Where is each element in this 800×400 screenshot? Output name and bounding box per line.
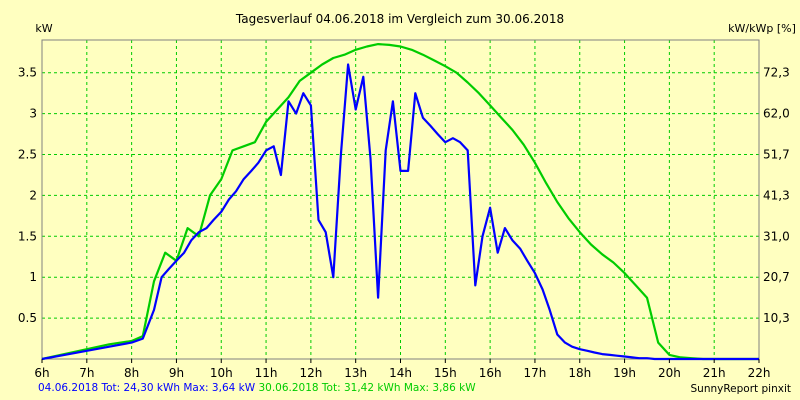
x-tick-label: 19h (613, 366, 636, 380)
legend: 04.06.2018 Tot: 24,30 kWh Max: 3,64 kW 3… (38, 381, 476, 395)
x-tick-label: 14h (389, 366, 412, 380)
x-tick-label: 15h (434, 366, 457, 380)
y-tick-label: 1 (29, 270, 37, 284)
y-axis-left-ticks: 0.5 1 1.5 2 2.5 3 3.5 (18, 66, 37, 325)
x-tick-label: 7h (79, 366, 94, 380)
x-tick-label: 16h (479, 366, 502, 380)
x-tick-label: 12h (299, 366, 322, 380)
x-tick-label: 11h (255, 366, 278, 380)
grid-lines (42, 40, 759, 359)
x-tick-label: 10h (210, 366, 233, 380)
y2-tick-label: 10,3 (763, 311, 790, 325)
x-axis-ticks: 6h 7h 8h 9h 10h 11h 12h 13h 14h 15h 16h 17h 18h 19h 20… (34, 359, 770, 380)
y-axis-right-ticks: 10,3 20,7 31,0 41,3 51,7 62,0 72,3 (763, 66, 790, 325)
y-tick-label: 1.5 (18, 229, 37, 243)
y-axis-left-label: kW (35, 22, 52, 35)
x-tick-label: 21h (703, 366, 726, 380)
x-tick-label: 17h (524, 366, 547, 380)
y-tick-label: 3.5 (18, 66, 37, 80)
y2-tick-label: 31,0 (763, 229, 790, 243)
y2-tick-label: 41,3 (763, 188, 790, 202)
y2-tick-label: 20,7 (763, 270, 790, 284)
x-tick-label: 9h (169, 366, 184, 380)
y2-tick-label: 72,3 (763, 66, 790, 80)
legend-series-1: 04.06.2018 Tot: 24,30 kWh Max: 3,64 kW (38, 382, 256, 394)
x-tick-label: 6h (34, 366, 49, 380)
y-tick-label: 2 (29, 188, 37, 202)
chart-title: Tagesverlauf 04.06.2018 im Vergleich zum… (235, 12, 564, 26)
x-tick-label: 13h (344, 366, 367, 380)
y2-tick-label: 62,0 (763, 107, 790, 121)
y-tick-label: 0.5 (18, 311, 37, 325)
y-axis-right-label: kW/kWp [%] (728, 22, 796, 35)
y-tick-label: 2.5 (18, 148, 37, 162)
x-tick-label: 8h (124, 366, 139, 380)
series-line-1 (41, 63, 759, 361)
x-tick-label: 20h (658, 366, 681, 380)
x-tick-label: 18h (568, 366, 591, 380)
series-line-2 (41, 42, 759, 361)
credit-text: SunnyReport pinxit (690, 383, 791, 395)
series-lines (41, 42, 759, 361)
y-tick-label: 3 (29, 107, 37, 121)
legend-series-2: 30.06.2018 Tot: 31,42 kWh Max: 3,86 kW (258, 382, 476, 394)
x-tick-label: 22h (748, 366, 771, 380)
y2-tick-label: 51,7 (763, 148, 790, 162)
